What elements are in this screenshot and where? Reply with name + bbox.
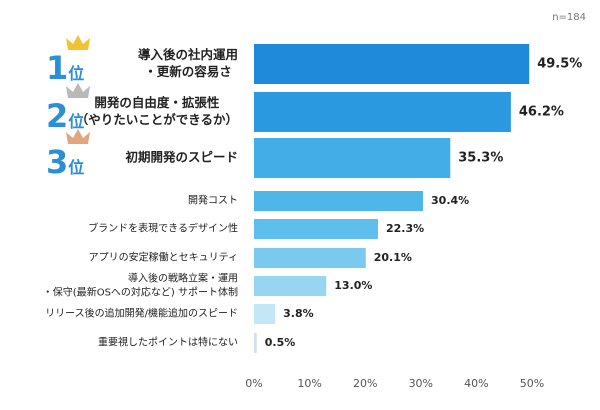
value-label: 0.5%: [265, 336, 296, 349]
x-tick-label: 50%: [520, 377, 544, 390]
bar: [254, 138, 451, 178]
sample-note: n=184: [552, 12, 586, 23]
bar: [254, 92, 511, 132]
rank-unit: 位: [68, 64, 85, 83]
rank-badge: 1位: [46, 49, 84, 87]
bar: [254, 276, 327, 296]
x-tick-label: 40%: [464, 377, 488, 390]
x-tick-label: 10%: [297, 377, 321, 390]
rank-number: 2: [46, 97, 69, 135]
value-label: 22.3%: [386, 222, 424, 235]
category-label: 開発コスト: [188, 195, 238, 207]
category-label: 重要視したポイントは特にない: [98, 337, 238, 349]
bar: [254, 191, 424, 211]
category-label: 導入後の戦略立案・運用 ・保守(最新OSへの対応など) サポート体制: [42, 273, 238, 299]
crown-icon: [66, 83, 90, 98]
crown-icon: [66, 35, 90, 50]
rank-badge: 2位: [46, 97, 84, 135]
rank-number: 1: [46, 49, 69, 87]
x-tick-label: 20%: [353, 377, 377, 390]
crown-icon: [66, 129, 90, 144]
value-label: 49.5%: [537, 57, 582, 72]
rank-unit: 位: [68, 112, 85, 131]
value-label: 13.0%: [334, 279, 372, 292]
category-label: リリース後の追加開発/機能追加のスピード: [45, 308, 238, 320]
bar: [254, 44, 530, 84]
rank-unit: 位: [68, 158, 85, 177]
x-tick-label: 0%: [245, 377, 262, 390]
value-label: 46.2%: [519, 105, 564, 120]
category-label: 開発の自由度・拡張性 （やりたいことができるか）: [75, 95, 238, 127]
rank-badge: 3位: [46, 143, 84, 181]
bar: [254, 219, 378, 239]
category-label: ブランドを表現できるデザイン性: [88, 223, 238, 235]
bar: [254, 333, 257, 353]
value-label: 3.8%: [283, 307, 314, 320]
bar: [254, 248, 366, 268]
value-label: 30.4%: [431, 194, 469, 207]
rank-number: 3: [46, 143, 69, 181]
category-label: 導入後の社内運用 ・更新の容易さ: [137, 47, 238, 79]
value-label: 35.3%: [458, 151, 503, 166]
value-label: 20.1%: [374, 251, 412, 264]
category-label: アプリの安定稼働とセキュリティ: [88, 252, 238, 264]
bar: [254, 304, 276, 324]
category-label: 初期開発のスピード: [125, 149, 238, 165]
x-tick-label: 30%: [409, 377, 433, 390]
